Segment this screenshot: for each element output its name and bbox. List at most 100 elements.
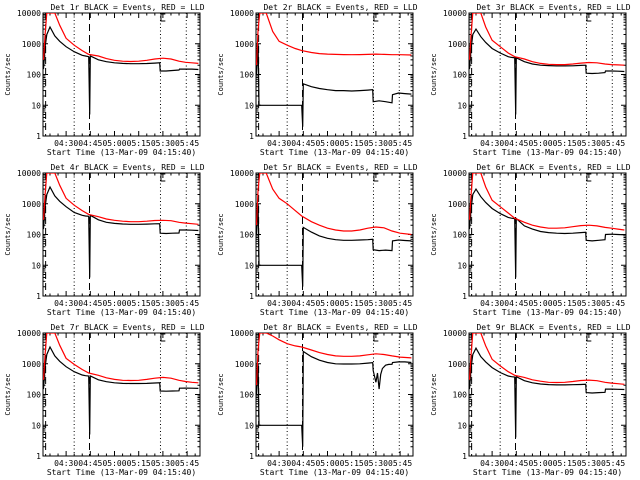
x-tick-label: 04:30 (480, 459, 504, 468)
y-tick-label: 10 (31, 421, 41, 430)
y-axis-label: Counts/sec (217, 53, 225, 95)
attenuator-bracket-mark (160, 333, 166, 342)
y-tick-label: 10 (244, 421, 254, 430)
x-tick-label: 05:30 (364, 459, 388, 468)
y-tick-label: 100 (27, 71, 42, 80)
detector-chart: Det 8r BLACK = Events, RED = LLD 1 10 100 10… (217, 323, 418, 477)
detector-panel: Det 6r BLACK = Events, RED = LLD 1 10 100 10… (426, 160, 639, 320)
x-tick-label: 05:45 (388, 139, 412, 148)
y-tick-label: 1000 (22, 40, 41, 49)
x-tick-label: 05:45 (175, 459, 199, 468)
detector-chart: Det 1r BLACK = Events, RED = LLD 1 10 100 10… (4, 3, 205, 157)
attenuator-bracket-mark (160, 173, 166, 182)
y-tick-label: 1000 (448, 200, 467, 209)
x-tick-label: 05:30 (577, 139, 601, 148)
y-tick-label: 10 (457, 421, 467, 430)
x-axis-label: Start Time (13-Mar-09 04:15:40) (260, 148, 409, 157)
detector-panel: Det 3r BLACK = Events, RED = LLD 1 10 100 10… (426, 0, 639, 160)
plot-frame (42, 12, 201, 137)
y-tick-label: 1 (249, 452, 254, 461)
panel-title: Det 7r BLACK = Events, RED = LLD (50, 323, 204, 332)
x-tick-label: 04:30 (54, 459, 78, 468)
x-axis-label: Start Time (13-Mar-09 04:15:40) (47, 308, 196, 317)
panel-title: Det 8r BLACK = Events, RED = LLD (263, 323, 417, 332)
plot-frame (255, 332, 414, 457)
lld-series-line (43, 173, 199, 225)
x-tick-label: 05:30 (364, 139, 388, 148)
attenuator-bracket-mark (373, 173, 379, 182)
y-tick-label: 1000 (448, 360, 467, 369)
x-tick-label: 05:30 (577, 299, 601, 308)
x-axis-label: Start Time (13-Mar-09 04:15:40) (473, 148, 622, 157)
y-axis-label: Counts/sec (217, 373, 225, 415)
detector-chart: Det 4r BLACK = Events, RED = LLD 1 10 100 10… (4, 163, 205, 317)
x-tick-label: 05:15 (340, 459, 364, 468)
y-tick-label: 1 (462, 292, 467, 301)
lld-series-line (469, 333, 625, 385)
y-tick-label: 1000 (22, 200, 41, 209)
y-tick-label: 10000 (17, 329, 41, 338)
y-tick-label: 10000 (230, 9, 254, 18)
lld-series-line (43, 333, 199, 384)
x-tick-label: 05:45 (601, 139, 625, 148)
events-series-line (256, 203, 412, 287)
x-tick-label: 04:45 (504, 459, 528, 468)
x-tick-label: 04:30 (267, 459, 291, 468)
events-series-line (256, 350, 412, 447)
x-tick-label: 05:00 (528, 299, 552, 308)
y-tick-label: 10 (244, 261, 254, 270)
x-tick-label: 04:30 (480, 139, 504, 148)
y-tick-label: 1 (36, 292, 41, 301)
y-tick-label: 100 (453, 71, 468, 80)
y-tick-label: 1000 (235, 360, 254, 369)
y-tick-label: 10000 (443, 9, 467, 18)
x-axis-label: Start Time (13-Mar-09 04:15:40) (473, 308, 622, 317)
x-tick-label: 05:45 (175, 139, 199, 148)
detector-chart: Det 3r BLACK = Events, RED = LLD 1 10 100 10… (430, 3, 631, 157)
plot-frame (255, 12, 414, 137)
panel-title: Det 4r BLACK = Events, RED = LLD (50, 163, 204, 172)
detector-chart: Det 6r BLACK = Events, RED = LLD 1 10 100 10… (430, 163, 631, 317)
y-tick-label: 10 (31, 101, 41, 110)
y-axis-label: Counts/sec (4, 213, 12, 255)
x-tick-label: 05:30 (151, 459, 175, 468)
plot-frame (42, 332, 201, 457)
y-tick-label: 1000 (235, 200, 254, 209)
y-axis-label: Counts/sec (430, 373, 438, 415)
x-tick-label: 04:30 (54, 299, 78, 308)
detector-panel: Det 9r BLACK = Events, RED = LLD 1 10 100 10… (426, 320, 639, 480)
lld-series-line (469, 13, 625, 66)
x-tick-label: 05:00 (315, 139, 339, 148)
x-axis-label: Start Time (13-Mar-09 04:15:40) (47, 148, 196, 157)
x-tick-label: 04:30 (267, 299, 291, 308)
panel-title: Det 9r BLACK = Events, RED = LLD (476, 323, 630, 332)
x-tick-label: 04:45 (504, 299, 528, 308)
x-tick-label: 05:15 (340, 139, 364, 148)
y-tick-label: 10 (31, 261, 41, 270)
x-tick-label: 05:30 (364, 299, 388, 308)
x-tick-label: 05:15 (127, 299, 151, 308)
events-series-line (256, 43, 412, 127)
x-tick-label: 05:15 (553, 459, 577, 468)
x-axis-label: Start Time (13-Mar-09 04:15:40) (47, 468, 196, 477)
x-tick-label: 04:30 (480, 299, 504, 308)
x-tick-label: 04:45 (291, 299, 315, 308)
plot-frame (468, 172, 627, 297)
y-axis-label: Counts/sec (4, 53, 12, 95)
attenuator-bracket-mark (586, 333, 592, 342)
events-series-line (469, 187, 625, 278)
x-tick-label: 05:30 (577, 459, 601, 468)
y-tick-label: 100 (240, 71, 255, 80)
x-tick-label: 04:45 (78, 139, 102, 148)
y-tick-label: 100 (27, 391, 42, 400)
panel-title: Det 6r BLACK = Events, RED = LLD (476, 163, 630, 172)
x-tick-label: 05:00 (528, 139, 552, 148)
x-tick-label: 05:15 (553, 139, 577, 148)
events-series-line (43, 345, 199, 435)
y-tick-label: 100 (453, 391, 468, 400)
lld-series-line (256, 173, 412, 236)
y-tick-label: 10000 (230, 169, 254, 178)
y-tick-label: 1000 (235, 40, 254, 49)
x-tick-label: 05:30 (151, 299, 175, 308)
y-tick-label: 1 (462, 132, 467, 141)
